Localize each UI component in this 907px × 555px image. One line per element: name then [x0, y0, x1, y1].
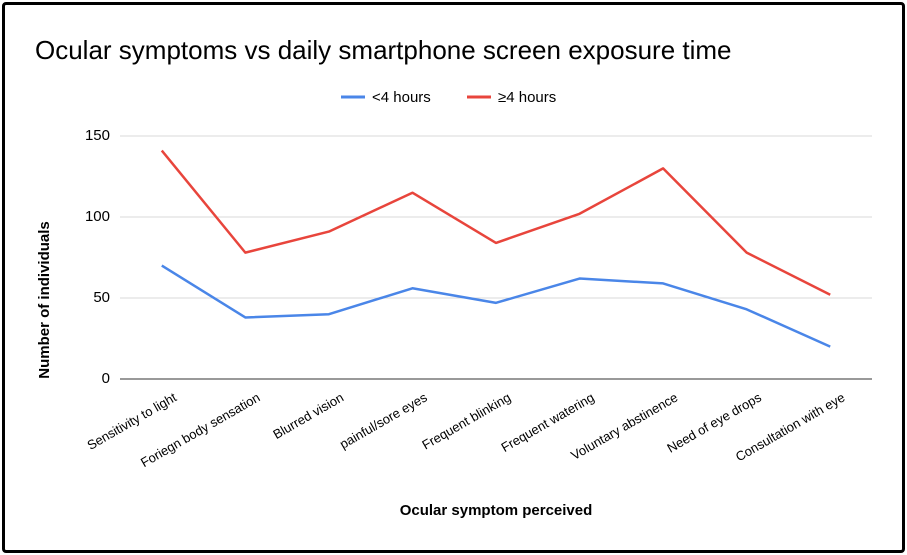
legend-label: ≥4 hours: [498, 89, 556, 106]
y-tick-label: 150: [85, 127, 110, 144]
series-line: [161, 264, 831, 348]
y-tick-label: 0: [102, 370, 110, 387]
y-axis-title: Number of individuals: [36, 221, 53, 379]
chart-title: Ocular symptoms vs daily smartphone scre…: [35, 35, 732, 65]
legend-label: <4 hours: [372, 89, 431, 106]
y-tick-label: 100: [85, 208, 110, 225]
x-tick-label: Blurred vision: [270, 390, 346, 442]
x-axis-title: Ocular symptom perceived: [400, 502, 593, 519]
y-tick-label: 50: [93, 289, 110, 306]
x-tick-label: painful/sore eyes: [337, 389, 430, 451]
series-line: [160, 149, 831, 296]
